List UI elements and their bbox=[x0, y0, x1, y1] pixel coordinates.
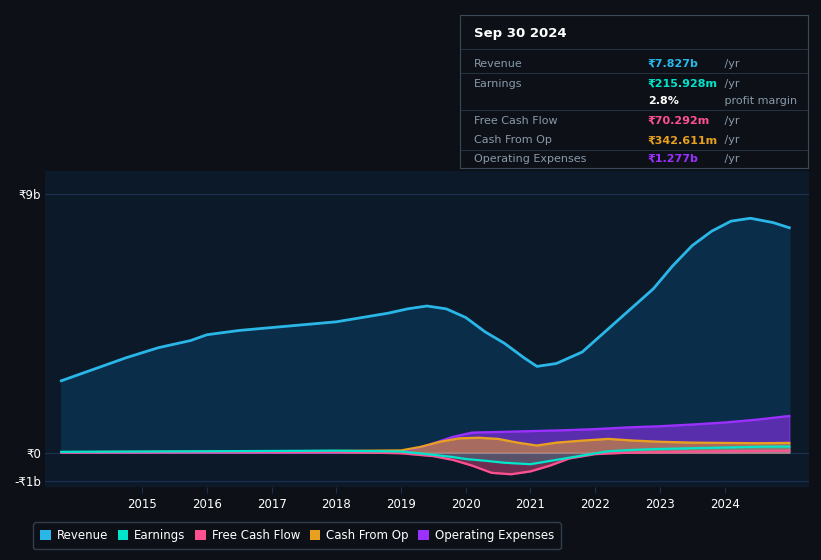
Text: /yr: /yr bbox=[721, 154, 740, 164]
Text: Sep 30 2024: Sep 30 2024 bbox=[474, 27, 566, 40]
Text: /yr: /yr bbox=[721, 136, 740, 146]
Text: profit margin: profit margin bbox=[721, 96, 797, 106]
Text: /yr: /yr bbox=[721, 79, 740, 89]
Text: Operating Expenses: Operating Expenses bbox=[474, 154, 586, 164]
Text: ₹70.292m: ₹70.292m bbox=[648, 115, 710, 125]
Text: 2.8%: 2.8% bbox=[648, 96, 679, 106]
Text: /yr: /yr bbox=[721, 59, 740, 69]
Text: Revenue: Revenue bbox=[474, 59, 523, 69]
Text: ₹1.277b: ₹1.277b bbox=[648, 154, 699, 164]
Legend: Revenue, Earnings, Free Cash Flow, Cash From Op, Operating Expenses: Revenue, Earnings, Free Cash Flow, Cash … bbox=[34, 522, 561, 549]
Text: ₹215.928m: ₹215.928m bbox=[648, 79, 718, 89]
Text: ₹342.611m: ₹342.611m bbox=[648, 136, 718, 146]
Text: /yr: /yr bbox=[721, 115, 740, 125]
Text: Earnings: Earnings bbox=[474, 79, 522, 89]
Text: Cash From Op: Cash From Op bbox=[474, 136, 552, 146]
Text: ₹7.827b: ₹7.827b bbox=[648, 59, 699, 69]
Text: Free Cash Flow: Free Cash Flow bbox=[474, 115, 557, 125]
